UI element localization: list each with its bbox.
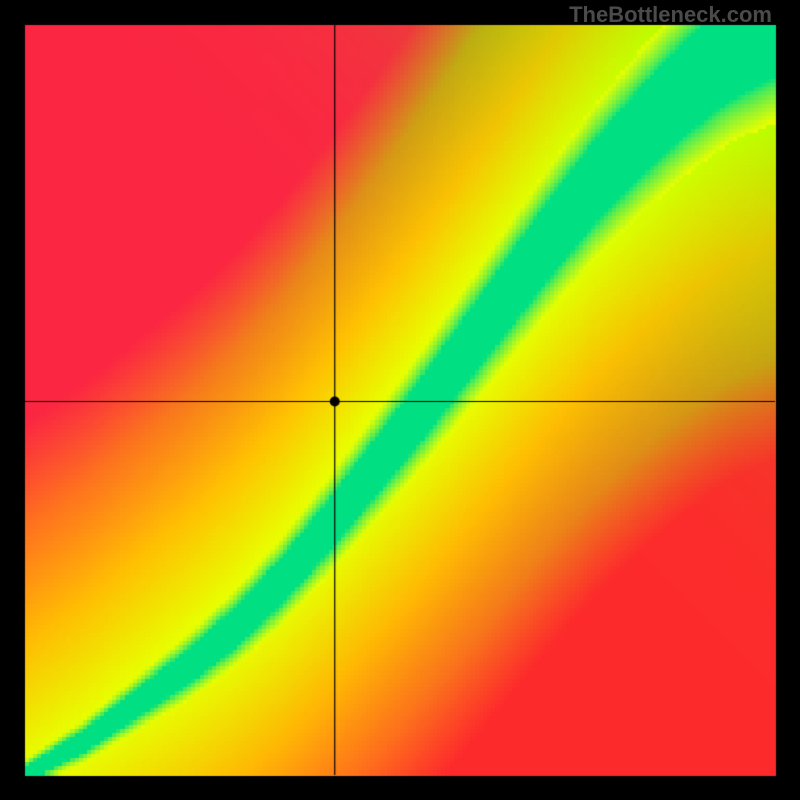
- watermark-text: TheBottleneck.com: [569, 2, 772, 28]
- heatmap-canvas: [0, 0, 800, 800]
